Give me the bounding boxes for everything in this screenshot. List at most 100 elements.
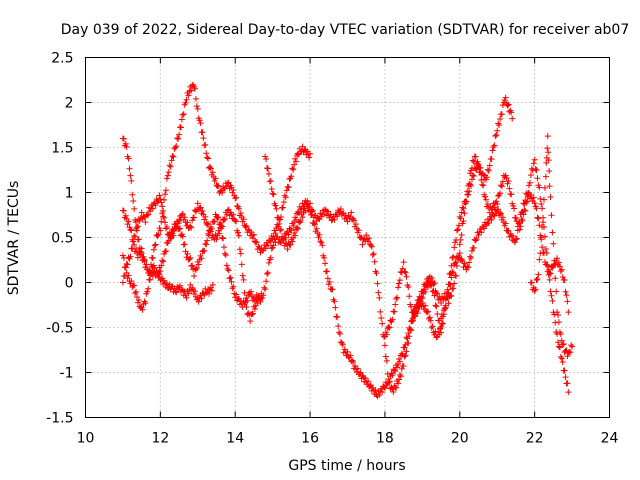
data-point: [183, 294, 190, 301]
data-point: [553, 288, 560, 295]
data-point: [506, 185, 513, 192]
data-point: [448, 292, 455, 299]
data-point: [428, 274, 435, 281]
data-point: [554, 309, 561, 316]
data-point: [418, 293, 425, 300]
data-point: [438, 299, 445, 306]
data-point: [390, 388, 397, 395]
data-point: [259, 294, 266, 301]
data-point: [410, 317, 416, 324]
data-point: [445, 289, 452, 296]
data-point: [318, 239, 325, 246]
data-point: [192, 95, 199, 102]
data-point: [128, 177, 135, 184]
data-point: [401, 344, 408, 351]
data-point: [189, 262, 196, 269]
data-point: [432, 302, 439, 309]
data-point: [293, 158, 300, 165]
data-point: [459, 204, 466, 211]
data-point: [545, 157, 552, 164]
data-point: [396, 277, 403, 284]
data-point: [424, 309, 431, 316]
data-point: [268, 245, 275, 252]
series-track-7: [438, 189, 572, 322]
data-point: [138, 245, 145, 252]
data-point: [545, 149, 552, 156]
data-point: [321, 254, 328, 261]
data-point: [460, 218, 467, 225]
data-point: [294, 208, 301, 215]
data-point: [181, 214, 188, 221]
data-point: [292, 155, 299, 162]
series-track-3: [119, 192, 265, 325]
data-point: [376, 294, 383, 301]
data-point: [223, 262, 230, 269]
data-point: [120, 135, 127, 142]
data-point: [122, 140, 129, 147]
data-point: [203, 241, 210, 248]
series-track-2: [119, 81, 314, 277]
data-point: [448, 274, 455, 281]
data-point: [449, 285, 456, 292]
data-point: [546, 167, 553, 174]
data-point: [381, 342, 388, 349]
data-point: [326, 279, 333, 286]
x-tick-label: 18: [376, 431, 394, 447]
data-point: [316, 231, 323, 238]
data-point: [479, 181, 486, 188]
data-point: [447, 281, 454, 288]
data-point: [195, 261, 202, 268]
data-point: [519, 208, 526, 215]
data-point: [344, 348, 351, 355]
data-point: [498, 111, 505, 118]
data-point: [449, 268, 456, 275]
data-point: [127, 226, 134, 233]
data-point: [237, 250, 244, 257]
data-point: [279, 204, 286, 211]
data-point: [567, 349, 574, 356]
data-point: [563, 292, 570, 299]
data-point: [191, 214, 198, 221]
data-point: [511, 205, 518, 212]
data-point: [280, 236, 287, 243]
data-point: [458, 209, 465, 216]
data-point: [260, 292, 267, 299]
data-point: [179, 111, 186, 118]
data-point: [272, 202, 279, 209]
data-point: [407, 326, 414, 333]
data-point: [394, 364, 401, 371]
data-point: [473, 235, 480, 242]
data-point: [497, 182, 504, 189]
data-point: [362, 375, 369, 382]
data-point: [156, 225, 163, 232]
data-point: [439, 321, 446, 328]
data-point: [437, 326, 444, 333]
data-point: [389, 372, 396, 379]
data-point: [270, 191, 277, 198]
data-point: [122, 264, 129, 271]
data-point: [406, 293, 413, 300]
data-point: [439, 313, 446, 320]
data-point: [291, 161, 298, 168]
data-point: [264, 242, 271, 249]
data-point: [233, 194, 240, 201]
x-tick-label: 22: [526, 431, 544, 447]
data-point: [284, 246, 291, 253]
data-point: [304, 197, 311, 204]
data-point: [549, 297, 556, 304]
data-point: [307, 208, 314, 215]
data-point: [163, 280, 170, 287]
data-point: [124, 275, 131, 282]
data-point: [174, 220, 181, 227]
data-point: [280, 199, 287, 206]
data-point: [169, 153, 176, 160]
chart-title: Day 039 of 2022, Sidereal Day-to-day VTE…: [61, 22, 630, 38]
data-point: [213, 236, 220, 243]
data-point: [546, 269, 553, 276]
data-point: [147, 267, 154, 274]
data-point: [486, 209, 493, 216]
series-track-8: [527, 133, 576, 360]
data-point: [557, 268, 564, 275]
data-point: [527, 172, 534, 179]
data-point: [229, 189, 236, 196]
